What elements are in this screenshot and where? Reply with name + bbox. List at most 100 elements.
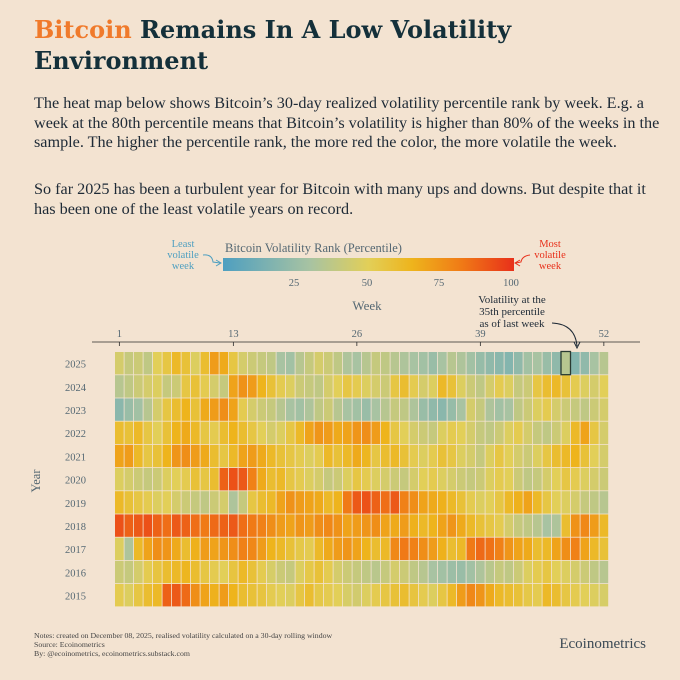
most-arrow [515,254,531,264]
heatmap-cell [447,352,457,375]
heatmap-cell [571,514,580,537]
heatmap-cell [476,398,485,421]
heatmap-cell [134,491,143,514]
heatmap-cell [295,444,305,468]
heatmap-cell [371,468,381,491]
heatmap-cell [504,491,514,514]
heatmap-cell [286,352,295,375]
heatmap-cell [238,560,248,584]
heatmap-cell [495,584,504,607]
heatmap-cell [172,560,181,584]
heatmap-cell [295,514,305,537]
heatmap-cell [267,468,276,491]
heatmap-cell [495,560,504,584]
heatmap-cell [210,584,219,607]
heatmap-cell [523,560,533,584]
heatmap-cell [181,375,191,398]
heatmap-cell [533,491,542,514]
heatmap-cell [523,468,533,491]
heatmap-cell [124,421,134,444]
description-paragraph-2: So far 2025 has been a turbulent year fo… [34,180,646,218]
heatmap-cell [343,444,352,468]
heatmap-cell [485,514,495,537]
heatmap-cell [438,560,447,584]
heatmap-cell [257,468,267,491]
heatmap-cell [229,584,238,607]
heatmap-cell [343,375,352,398]
heatmap-cell [276,537,286,560]
y-tick-label: 2022 [65,429,86,440]
heatmap-cell [162,375,172,398]
heatmap-cell [504,560,514,584]
heatmap-cell [248,352,257,375]
heatmap-cell [390,491,400,514]
heatmap-cell [447,421,457,444]
heatmap-cell [276,560,286,584]
heatmap-cell [561,444,571,468]
heatmap-cell [124,352,134,375]
heatmap-cell [276,352,286,375]
legend-tick: 100 [503,278,519,289]
heatmap-cell [400,537,409,560]
heatmap-cell [257,398,267,421]
x-tick-label: 26 [352,329,363,340]
heatmap-cell [466,537,476,560]
y-tick-label: 2025 [65,360,86,371]
heatmap-cell [210,468,219,491]
heatmap-cell [143,584,153,607]
legend-tick: 50 [362,278,373,289]
heatmap-cell [438,398,447,421]
heatmap-cell [343,514,352,537]
heatmap-cell [523,584,533,607]
heatmap-cell [352,514,362,537]
y-tick-label: 2015 [65,592,86,603]
heatmap-cell [381,491,390,514]
heatmap-cell [229,468,238,491]
heatmap-cell [162,584,172,607]
y-tick-label: 2018 [65,522,86,533]
heatmap-cell [248,421,257,444]
heatmap-cell [447,537,457,560]
heatmap-cell [438,375,447,398]
heatmap-cell [257,444,267,468]
heatmap-cell [561,468,571,491]
heatmap-cell [428,514,438,537]
heatmap-cell [267,421,276,444]
heatmap-cell [371,375,381,398]
heatmap-cell [428,421,438,444]
heatmap-cell [542,352,552,375]
heatmap-cell [533,514,542,537]
heatmap-cell [200,468,210,491]
heatmap-cell [153,444,162,468]
heatmap-cell [371,584,381,607]
heatmap-cell [305,491,314,514]
heatmap-cell [599,352,609,375]
heatmap-cell [599,537,609,560]
heatmap-cell [200,398,210,421]
heatmap-cell [181,537,191,560]
heatmap-cell [115,468,124,491]
heatmap-cell [409,514,419,537]
heatmap-cell [599,468,609,491]
heatmap-cell [590,352,599,375]
heatmap-cell [381,352,390,375]
heatmap-cell [580,491,590,514]
heatmap-cell [504,537,514,560]
heatmap-cell [419,352,428,375]
heatmap-cell [561,491,571,514]
heatmap-cell [438,352,447,375]
heatmap-cell [210,398,219,421]
heatmap-cell [590,537,599,560]
heatmap-cell [124,398,134,421]
heatmap-cell [295,491,305,514]
heatmap-cell [305,560,314,584]
heatmap-cell [200,560,210,584]
heatmap-cell [314,514,324,537]
heatmap-cell [476,421,485,444]
heatmap-cell [143,468,153,491]
heatmap-cell [514,560,523,584]
heatmap-cell [533,560,542,584]
heatmap-cell [466,398,476,421]
heatmap-cell [371,352,381,375]
heatmap-cell [495,375,504,398]
